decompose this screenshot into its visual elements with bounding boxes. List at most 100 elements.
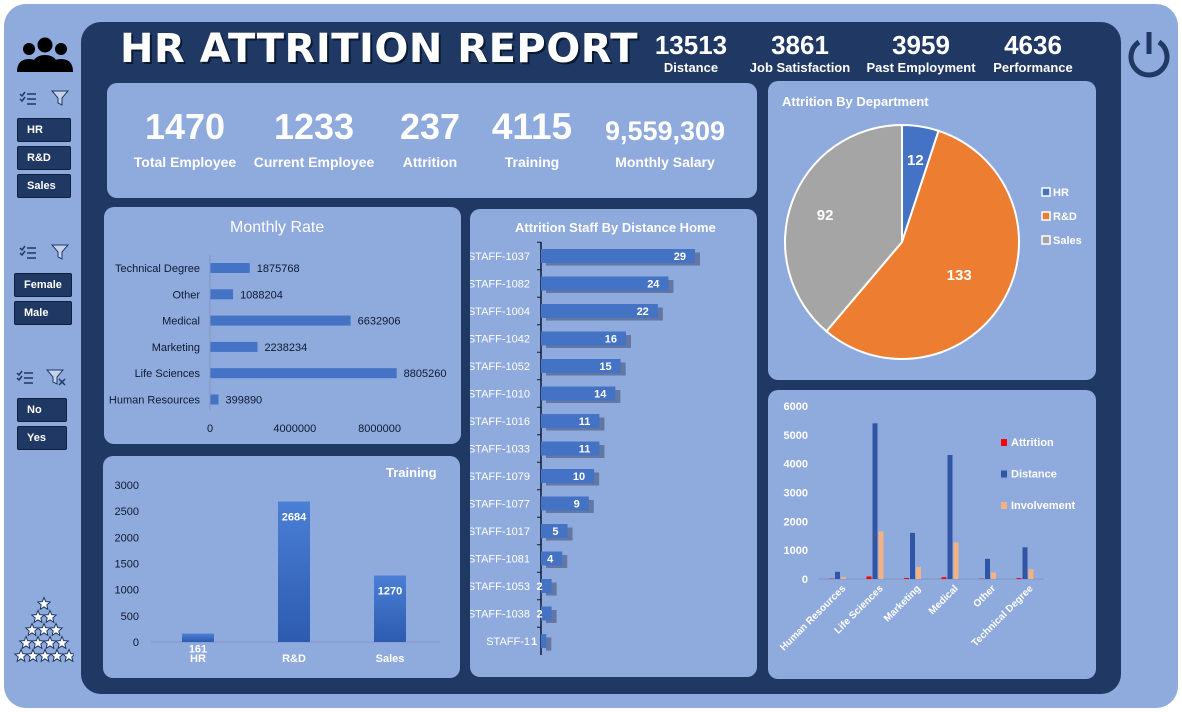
star-icon [37,648,53,663]
category-label: Marketing [882,583,923,624]
tick-label: 2000 [784,516,808,528]
bar [541,386,616,401]
filter-icon[interactable] [51,244,69,261]
kpi-value: 3861 [771,30,829,60]
star-icon [54,635,70,650]
kpi-label: Past Employment [866,60,976,75]
category-label: STAFF-1017 [470,526,530,538]
category-label: Life Sciences [135,368,201,380]
bar [1028,569,1034,579]
bar [210,289,234,300]
tick-label: 2500 [115,506,139,518]
monthly-rate-title: Monthly Rate [230,219,325,236]
monthly-rate-chart: Technical Degree 1875768 Other 1088204 Medic… [109,255,446,435]
slicer-yes[interactable]: Yes [17,426,67,450]
kpi-label: Job Satisfaction [749,60,851,75]
slicer-rd[interactable]: R&D [17,146,71,170]
data-label: 4 [547,554,554,566]
tick-label: 1500 [115,559,139,571]
kpi-label: Attrition [402,154,458,170]
data-label: 2684 [282,512,307,524]
legend-label: HR [1053,187,1069,199]
bar [835,571,840,579]
star-icon [18,635,34,650]
slicer-hr[interactable]: HR [17,118,71,142]
clear-filter-icon[interactable] [46,369,66,387]
power-icon[interactable] [1126,30,1172,80]
category-label: Medical [162,316,200,328]
kpi-label: Training [504,154,560,170]
category-label: STAFF-1042 [470,334,530,346]
bar [947,455,953,579]
kpi-label: Distance [663,60,719,75]
slicer-male[interactable]: Male [14,301,72,325]
pie-slice [824,129,1020,360]
bar [878,531,884,579]
multiselect-icon[interactable] [16,370,34,386]
data-label: 15 [599,361,611,373]
category-label: STAFF-1081 [470,554,530,566]
tick-label: 0 [133,637,139,649]
bar [182,633,214,642]
data-label: 399890 [225,395,262,407]
star-pyramid-icon [14,596,74,663]
data-label: 92 [817,207,834,224]
multiselect-icon[interactable] [19,245,37,261]
legend-label: Involvement [1011,500,1076,512]
kpi-label: Current Employee [253,154,375,170]
multiselect-icon[interactable] [19,91,37,107]
category-label: STAFF-1 [486,636,530,648]
bar [210,394,219,405]
filter-icon[interactable] [51,90,69,107]
tick-label: 3000 [115,480,139,492]
category-label: R&D [282,653,306,665]
kpi-attrition: 237 Attrition [390,106,470,170]
tick-label: 1000 [784,545,808,557]
users-icon [17,37,73,72]
slicer-female[interactable]: Female [14,273,72,297]
star-icon [30,609,46,624]
legend-swatch [1041,211,1051,221]
department-pie-title: Attrition By Department [782,94,929,109]
data-label: 133 [947,267,972,284]
data-label: 1270 [378,586,402,598]
education-field-chart: 0 1000 2000 3000 4000 5000 6000 Human Resources… [778,401,1076,653]
bar [210,341,258,352]
data-label: 22 [637,306,649,318]
bar [1022,547,1028,579]
data-label: 1875768 [257,263,300,275]
bar [210,315,351,326]
kpi-value: 1470 [144,106,226,147]
data-label: 11 [579,444,591,456]
tick-label: 4000 [784,459,808,471]
category-label: STAFF-1016 [470,416,530,428]
legend-label: Attrition [1011,437,1054,449]
kpi-value: 4636 [1004,30,1062,60]
data-label: 24 [647,279,660,291]
slicer-sales[interactable]: Sales [17,174,71,198]
bar [374,575,406,642]
legend-swatch [1001,439,1007,446]
category-label: Other [971,583,998,610]
education-field-card [768,390,1096,679]
data-label: 11 [579,416,591,428]
department-pie-chart: 12 133 92 HR R&D Sales [784,123,1082,360]
data-label: 6632906 [358,316,401,328]
star-icon [48,622,64,637]
star-icon [61,648,74,663]
kpi-label: Total Employee [133,154,237,170]
star-icon [25,648,41,663]
kpi-value: 3959 [892,30,950,60]
bar-shadow [546,637,552,651]
bar [541,304,658,318]
category-label: STAFF-1053 [470,581,530,593]
data-label: 9 [574,499,580,511]
kpi-value: 1233 [273,106,355,147]
data-label: 5 [552,526,558,538]
slicer-no[interactable]: No [17,398,67,422]
bar [941,577,947,579]
bar [541,469,595,483]
kpi-value: 237 [399,106,461,147]
bar [541,524,568,538]
